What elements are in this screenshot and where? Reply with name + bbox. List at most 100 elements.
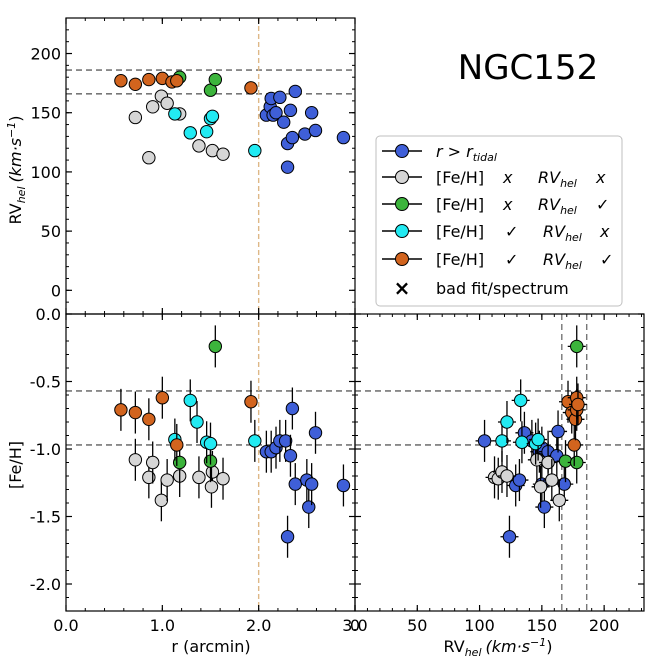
rv-axis-label-units: (km·s [6,138,25,183]
legend-label-tidal: r > rtidal [436,142,497,164]
data-point-tidal [308,426,323,440]
y-tick-label: -1.5 [30,508,61,527]
data-point-grey [192,470,206,485]
data-point-tidal [304,477,319,491]
legend-rv-label: RVhel [538,195,577,217]
legend-rv-mark: ✓ [596,195,609,214]
legend-rv-sub: hel [560,204,577,217]
legend-label-bad-fit: bad fit/spectrum [436,279,569,298]
data-point-grey [205,465,220,479]
y-tick-label: -1.0 [30,440,61,459]
legend-feh-mark: ✓ [505,250,518,269]
y-tick-label: 0.0 [36,305,61,324]
rv-axis-label: RVhel (km·s−1) [5,116,28,225]
data-point-grey [160,473,174,487]
legend: r > rtidal [Fe/H] x RVhel x [Fe/H] x RVh… [375,135,623,307]
chart-title: NGC152 [458,48,598,88]
data-point-orange [128,405,143,420]
data-point-tidal [551,424,565,439]
legend-marker-cyan [395,224,409,238]
panel-feh-vs-r: 0.0 -0.5 -1.0 -1.5 -2.0 0.0 1.0 2.0 3.0 [30,305,368,635]
data-point-cyan [515,435,529,449]
legend-feh-mark: x [502,168,513,187]
data-point-cyan [190,415,204,429]
rvhel-axis-label-sub: hel [465,646,482,659]
data-point-tidal [277,115,291,129]
data-point-tidal [278,434,293,448]
data-point-orange [155,391,170,405]
rvhel-axis-label: RVhel (km·s−1) [444,636,553,659]
data-point-orange [244,395,258,409]
rv-axis-label-close: ) [6,116,25,122]
y-tick-label: 100 [30,163,61,182]
y-tick-label: -2.0 [30,575,61,594]
data-point-orange [142,412,156,426]
data-point-orange [128,77,143,92]
data-point-cyan [248,434,262,448]
data-point-tidal [557,477,571,491]
data-point-green [558,454,573,468]
legend-entry-bad-fit: × bad fit/spectrum [394,276,569,300]
panel-feh-vs-rv: 0 50 100 150 200 [350,313,645,635]
data-point-tidal [502,530,517,544]
y-tick-label: -0.5 [30,373,61,392]
legend-marker-bad-fit: × [394,276,411,300]
data-point-grey [128,453,143,467]
y-tick-label: 50 [41,222,61,241]
data-point-tidal [336,478,351,493]
rv-axis-label-main: RV [6,203,25,224]
legend-entry-grey: [Fe/H] x RVhel x [382,168,606,190]
legend-rv-mark: x [595,168,606,187]
legend-rv-sub: hel [560,177,577,190]
data-point-cyan [199,124,214,139]
data-point-cyan [513,393,528,408]
data-point-cyan [183,126,197,140]
data-point-orange [567,438,581,452]
data-point-tidal [273,90,287,105]
legend-rv-main: RV [543,222,566,241]
data-point-green [208,339,223,354]
legend-marker-green [395,197,409,211]
legend-rv-main: RV [538,168,561,187]
data-point-cyan [500,415,514,429]
x-tick-label: 200 [589,616,620,635]
data-point-tidal [302,500,316,514]
rvhel-axis-label-main: RV [444,637,465,656]
legend-frame [375,135,623,307]
data-point-grey [552,493,566,507]
legend-feh-label: [Fe/H] [436,250,484,269]
data-point-cyan [248,143,262,158]
data-point-orange [114,403,128,417]
legend-feh-mark: x [502,195,513,214]
data-point-tidal [285,401,300,416]
data-point-tidal [308,123,323,138]
data-point-grey [533,480,548,494]
data-point-tidal [304,106,319,120]
data-point-grey [142,470,156,485]
rvhel-axis-label-exp: −1 [530,636,546,649]
rvhel-axis-label-units: (km·s [486,637,531,656]
data-point-grey [128,110,143,125]
x-tick-label: 150 [527,616,558,635]
data-point-tidal [283,103,298,118]
data-point-orange [244,81,258,95]
data-point-grey [192,139,206,153]
data-point-orange [114,74,128,88]
x-tick-label: 0 [350,616,360,635]
data-point-cyan [495,434,509,448]
legend-rv-mark: x [599,222,610,241]
data-point-green [570,455,584,470]
y-tick-label: 150 [30,104,61,123]
legend-rv-label: RVhel [538,168,577,190]
data-point-tidal [288,84,302,99]
legend-rv-label: RVhel [543,250,582,272]
x-tick-label: 0.0 [53,616,78,635]
data-point-cyan [203,436,218,451]
r-axis-label: r (arcmin) [171,637,250,656]
x-tick-label: 2.0 [246,616,271,635]
legend-marker-orange [395,252,409,266]
data-point-tidal [283,449,298,463]
data-point-grey [160,96,174,110]
data-point-tidal [280,160,295,174]
data-point-tidal [285,130,300,145]
